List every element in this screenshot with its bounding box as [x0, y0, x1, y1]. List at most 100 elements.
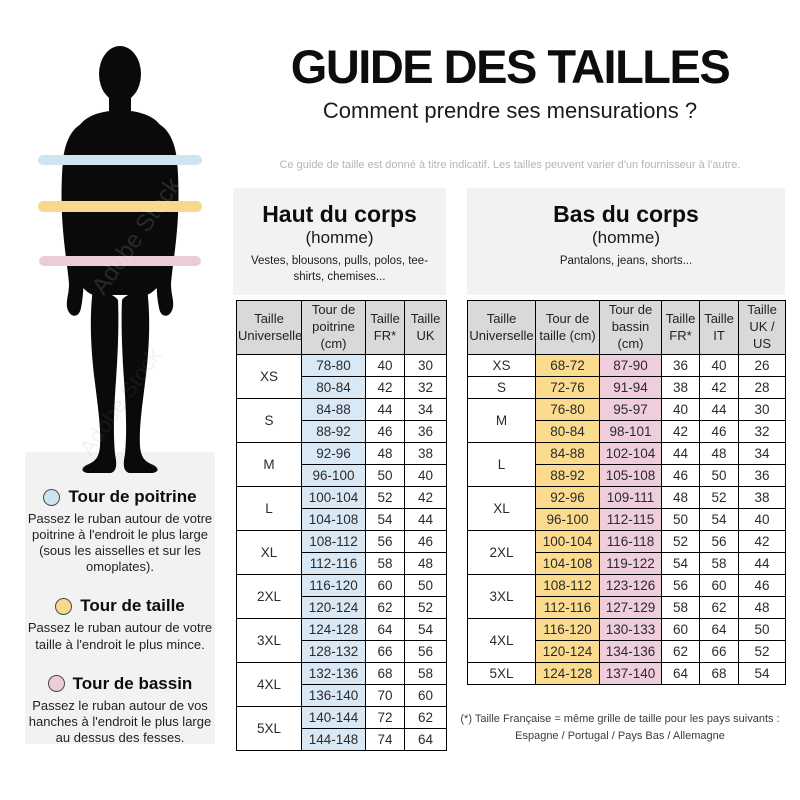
table-row: L 100-104 52 42 [236, 486, 447, 531]
legend-entry-bassin: Tour de bassin Passez le ruban autour de… [25, 674, 215, 746]
lower-body-section-header: Bas du corps (homme) Pantalons, jeans, s… [467, 188, 785, 295]
size-label-cell: 4XL [467, 618, 536, 663]
value-cell: 56 [661, 574, 700, 597]
size-label-cell: S [467, 376, 536, 399]
value-cell: 52 [661, 530, 700, 553]
value-cell: 108-112 [301, 530, 366, 553]
section-subtitle: (homme) [591, 228, 660, 247]
legend-description: Passez le ruban autour de votre taille à… [27, 620, 213, 652]
size-label-cell: XL [236, 530, 302, 575]
value-cell: 56 [699, 530, 739, 553]
value-cell: 58 [661, 596, 700, 619]
value-cell: 58 [365, 552, 405, 575]
footnote-line: Espagne / Portugal / Pays Bas / Allemagn… [515, 730, 725, 743]
value-cell: 38 [738, 486, 786, 509]
value-cell: 48 [365, 442, 405, 465]
column-header: Taille UK [404, 300, 447, 355]
value-cell: 40 [404, 464, 447, 487]
section-title: Haut du corps [262, 201, 417, 227]
size-label-cell: 5XL [236, 706, 302, 751]
value-cell: 92-96 [301, 442, 366, 465]
value-cell: 32 [404, 376, 447, 399]
value-cell: 46 [699, 420, 739, 443]
value-cell: 58 [404, 662, 447, 685]
hips-band [39, 256, 201, 266]
table-row: XS 68-72 87-90 36 40 26 [467, 354, 786, 377]
value-cell: 123-126 [599, 574, 662, 597]
value-cell: 124-128 [301, 618, 366, 641]
value-cell: 46 [404, 530, 447, 553]
value-cell: 84-88 [535, 442, 600, 465]
table-row: 112-116 58 48 [237, 552, 447, 575]
value-cell: 36 [738, 464, 786, 487]
value-cell: 54 [404, 618, 447, 641]
value-cell: 62 [699, 596, 739, 619]
header-row: Taille Universelle Tour de taille (cm) Tou… [467, 300, 786, 355]
value-cell: 64 [661, 662, 700, 685]
value-cell: 40 [365, 354, 405, 377]
column-header: Tour de taille (cm) [535, 300, 600, 355]
silhouette-left-arm [61, 124, 93, 316]
table-row: 5XL 140-144 72 62 [236, 706, 447, 751]
table-row: 5XL 124-128 137-140 64 68 54 [467, 662, 786, 685]
value-cell: 112-115 [599, 508, 662, 531]
column-header: Taille IT [699, 300, 739, 355]
value-cell: 44 [699, 398, 739, 421]
value-cell: 76-80 [535, 398, 600, 421]
value-cell: 92-96 [535, 486, 600, 509]
value-cell: 84-88 [301, 398, 366, 421]
value-cell: 54 [365, 508, 405, 531]
silhouette-neck [109, 88, 131, 116]
table-row: XS 78-80 40 30 [236, 354, 447, 399]
size-label-cell: 2XL [236, 574, 302, 619]
value-cell: 62 [365, 596, 405, 619]
value-cell: 109-111 [599, 486, 662, 509]
value-cell: 38 [661, 376, 700, 399]
value-cell: 64 [699, 618, 739, 641]
table-row: 136-140 70 60 [237, 684, 447, 707]
value-cell: 88-92 [535, 464, 600, 487]
value-cell: 96-100 [535, 508, 600, 531]
table-row: S 84-88 44 34 [236, 398, 447, 443]
column-header: Taille FR* [365, 300, 405, 355]
value-cell: 60 [404, 684, 447, 707]
value-cell: 112-116 [301, 552, 366, 575]
column-header: Taille Universelle [467, 300, 536, 355]
page-title: GUIDE DES TAILLES [290, 40, 731, 93]
table-row: XL 92-96 109-111 48 52 38 [467, 486, 786, 531]
table-row: 2XL 100-104 116-118 52 56 42 [467, 530, 786, 575]
table-row: 96-100 50 40 [237, 464, 447, 487]
value-cell: 38 [404, 442, 447, 465]
value-cell: 87-90 [599, 354, 662, 377]
chest-color-dot-icon [43, 488, 61, 506]
value-cell: 80-84 [535, 420, 600, 443]
value-cell: 62 [404, 706, 447, 729]
value-cell: 54 [661, 552, 700, 575]
table-row: 104-108 54 44 [237, 508, 447, 531]
value-cell: 100-104 [535, 530, 600, 553]
human-silhouette: Adobe Stock Adobe Stock [38, 46, 202, 473]
size-label-cell: 5XL [467, 662, 536, 685]
value-cell: 46 [365, 420, 405, 443]
value-cell: 108-112 [535, 574, 600, 597]
upper-body-section-header: Haut du corps (homme) Vestes, blousons, … [233, 188, 446, 295]
value-cell: 44 [365, 398, 405, 421]
table-row: 4XL 132-136 68 58 [236, 662, 447, 707]
value-cell: 30 [404, 354, 447, 377]
size-label-cell: M [467, 398, 536, 443]
section-title: Bas du corps [553, 201, 699, 227]
value-cell: 64 [365, 618, 405, 641]
disclaimer-text: Ce guide de taille est donné à titre ind… [279, 159, 741, 171]
upper-body-size-table: Taille Universelle Tour de poitrine (cm) T… [236, 300, 447, 751]
size-label-cell: L [467, 442, 536, 487]
size-label-cell: XL [467, 486, 536, 531]
size-label-cell: M [236, 442, 302, 487]
french-size-footnote: (*) Taille Française = même grille de ta… [452, 711, 788, 745]
value-cell: 64 [404, 728, 447, 751]
value-cell: 52 [699, 486, 739, 509]
column-header: Taille UK / US [738, 300, 786, 355]
value-cell: 26 [738, 354, 786, 377]
table-row: L 84-88 102-104 44 48 34 [467, 442, 786, 487]
value-cell: 112-116 [535, 596, 600, 619]
